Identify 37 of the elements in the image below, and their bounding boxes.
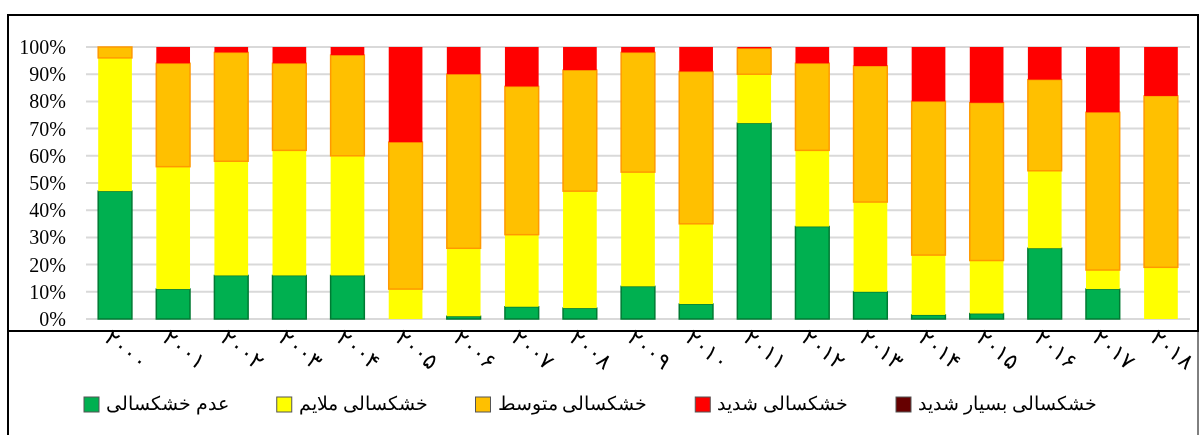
y-tick-label: 40% (29, 199, 66, 222)
y-tick-label: 0% (39, 308, 66, 330)
x-tick-label: ۲۰۰۴ (332, 324, 386, 375)
y-tick-label: 100% (19, 36, 66, 58)
x-tick-label: ۲۰۱۴ (913, 324, 967, 375)
y-tick-label: 10% (29, 280, 66, 303)
y-tick-label: 90% (29, 63, 66, 86)
x-tick-label: ۲۰۱۵ (971, 324, 1025, 375)
y-tick-label: 50% (29, 172, 66, 194)
legend-item: عدم خشکسالی (83, 393, 229, 414)
x-tick-label: ۲۰۰۲ (216, 324, 269, 375)
y-tick-label: 30% (29, 226, 66, 249)
legend-item: خشکسالی متوسط (475, 393, 648, 414)
x-tick-label: ۲۰۱۲ (797, 324, 850, 375)
legend-label: خشکسالی ملایم (298, 393, 428, 415)
x-tick-label: ۲۰۱۳ (855, 324, 909, 375)
x-tick-label: ۲۰۰۸ (564, 324, 618, 375)
x-tick-label: ۲۰۰۶ (448, 324, 502, 375)
y-tick-label: 60% (29, 144, 66, 167)
legend-label: خشکسالی متوسط (497, 393, 648, 415)
y-tick-label: 70% (29, 117, 66, 140)
legend-label: عدم خشکسالی (106, 393, 229, 415)
legend-item: خشکسالی بسیار شدید (895, 393, 1097, 414)
x-tick-label: ۲۰۱۷ (1087, 324, 1141, 375)
y-tick-label: 20% (29, 253, 66, 276)
x-tick-label: ۲۰۰۳ (274, 324, 327, 375)
x-tick-label: ۲۰۰۷ (506, 324, 560, 375)
x-tick-label: ۲۰۰۹ (622, 324, 676, 375)
x-tick-label: ۲۰۱۸ (1145, 324, 1199, 375)
y-tick-label: 80% (29, 90, 66, 113)
legend-item: خشکسالی شدید (694, 393, 848, 414)
x-tick-label: ۲۰۰۵ (390, 324, 444, 375)
x-tick-label: ۲۰۱۱ (739, 324, 792, 375)
x-tick-label: ۲۰۱۶ (1029, 324, 1083, 375)
x-tick-label: ۲۰۱۰ (680, 324, 734, 375)
legend-item: خشکسالی ملایم (276, 393, 428, 414)
x-tick-label: ۲۰۰۱ (157, 324, 211, 375)
